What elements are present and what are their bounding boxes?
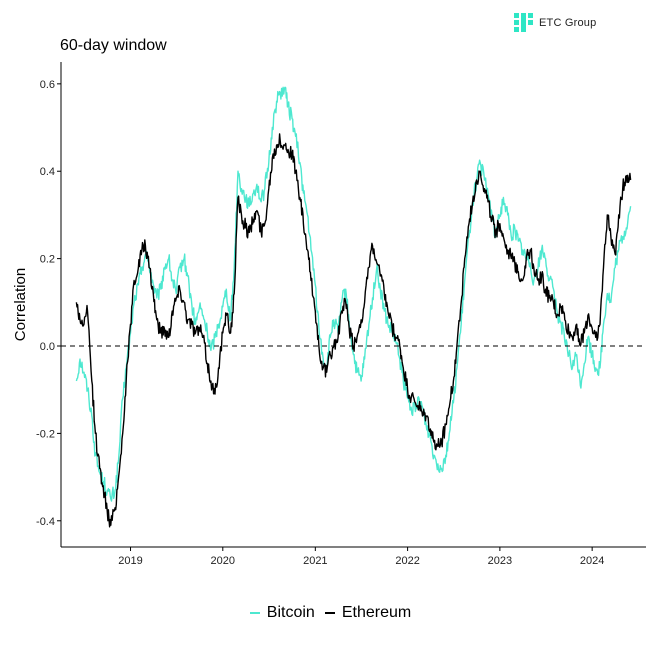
y-axis-label: Correlation (12, 268, 29, 341)
x-axis-ticks: 2019 2020 2021 2022 2023 2024 (118, 547, 604, 567)
legend-label-ethereum: Ethereum (341, 604, 412, 621)
x-tick-label: 2022 (395, 555, 419, 567)
x-tick-label: 2021 (303, 555, 327, 567)
y-tick-label: -0.4 (36, 516, 55, 528)
legend: Bitcoin Ethereum (0, 604, 661, 622)
chart-title: 60-day window (60, 37, 167, 54)
legend-label-bitcoin: Bitcoin (266, 604, 315, 621)
y-tick-label: 0.4 (40, 166, 55, 178)
y-tick-label: 0.0 (40, 341, 55, 353)
series-layer (75, 86, 632, 528)
y-axis-ticks: 0.6 0.4 0.2 0.0 -0.2 -0.4 (36, 79, 61, 528)
y-tick-label: 0.6 (40, 79, 55, 91)
legend-key-bitcoin (249, 612, 260, 614)
brand-name: ETC Group (539, 16, 597, 29)
y-tick-label: 0.2 (40, 254, 55, 266)
etc-group-logo-icon (514, 13, 533, 32)
legend-key-ethereum (324, 612, 335, 614)
x-tick-label: 2024 (580, 555, 604, 567)
series-line-ethereum (75, 133, 632, 528)
series-line-bitcoin (75, 86, 632, 502)
y-tick-label: -0.2 (36, 428, 55, 440)
legend-item-ethereum: Ethereum (324, 604, 412, 622)
x-tick-label: 2019 (118, 555, 142, 567)
x-tick-label: 2023 (488, 555, 512, 567)
legend-item-bitcoin: Bitcoin (249, 604, 315, 622)
brand-logo: ETC Group (514, 13, 596, 32)
x-tick-label: 2020 (211, 555, 235, 567)
